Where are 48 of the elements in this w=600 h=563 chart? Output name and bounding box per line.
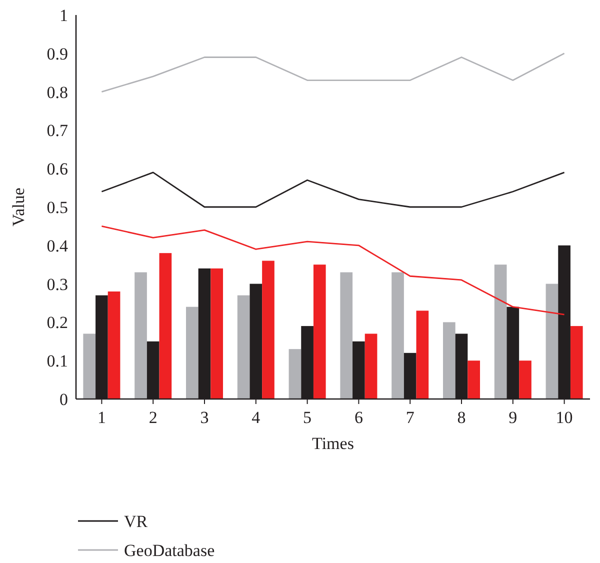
bar (262, 260, 274, 399)
bar (392, 272, 404, 399)
bar (186, 306, 198, 399)
y-tick-label: 0.6 (46, 160, 68, 179)
y-tick-label: 0.2 (46, 313, 68, 332)
x-tick-label: 9 (508, 408, 518, 427)
x-tick-label: 2 (148, 408, 158, 427)
y-tick-label: 0 (60, 390, 68, 409)
bar (134, 272, 147, 399)
bar (288, 349, 302, 399)
y-tick-label: 0.9 (46, 44, 68, 64)
bar (340, 272, 353, 399)
y-tick-label: 0.5 (46, 198, 68, 217)
x-tick-label: 1 (97, 408, 106, 427)
y-axis-title: Value (9, 188, 28, 226)
x-tick-label: 8 (457, 408, 466, 427)
legend-label: VR (124, 512, 148, 531)
bar (442, 322, 456, 399)
bar (159, 253, 172, 399)
bar (364, 334, 378, 399)
x-tick-label: 4 (252, 408, 261, 427)
bar (546, 284, 558, 399)
bar (570, 326, 583, 399)
line-series (101, 52, 565, 92)
bar (494, 264, 507, 399)
legend-label: GeoDatabase (124, 540, 215, 560)
bar (108, 291, 120, 399)
line-series (101, 172, 565, 208)
line-series (101, 226, 565, 316)
bar (416, 310, 429, 399)
x-tick-label: 6 (354, 408, 363, 427)
bar (237, 295, 250, 399)
x-tick-label: 7 (406, 408, 415, 427)
bar (468, 360, 480, 399)
y-tick-label: 1 (60, 6, 68, 25)
y-tick-label: 0.1 (46, 352, 68, 371)
y-tick-label: 0.8 (46, 82, 68, 102)
bar (313, 264, 326, 399)
x-tick-label: 5 (303, 408, 312, 427)
x-tick-label: 3 (200, 408, 209, 427)
bar (83, 334, 96, 399)
y-tick-label: 0.4 (46, 236, 68, 256)
x-tick-label: 10 (556, 408, 573, 427)
bar (210, 268, 224, 399)
y-tick-label: 0.3 (46, 274, 68, 294)
bar (519, 360, 532, 399)
y-tick-label: 0.7 (46, 121, 68, 140)
x-axis-title: Times (312, 434, 354, 453)
